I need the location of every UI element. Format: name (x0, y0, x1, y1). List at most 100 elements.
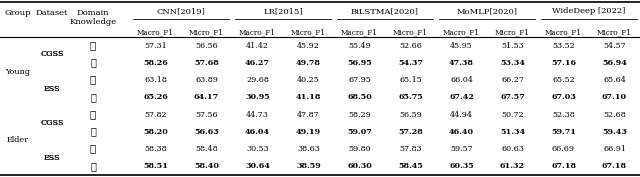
Text: 40.25: 40.25 (297, 76, 320, 84)
Text: 57.83: 57.83 (399, 145, 422, 153)
Text: 59.07: 59.07 (347, 128, 372, 136)
Text: 52.66: 52.66 (399, 42, 422, 50)
Text: ✓: ✓ (90, 162, 96, 171)
Text: Micro_F1: Micro_F1 (495, 28, 530, 36)
Text: 68.50: 68.50 (347, 93, 372, 101)
Text: 58.40: 58.40 (194, 162, 219, 170)
Text: LR[2015]: LR[2015] (263, 7, 303, 15)
Text: Macro_F1: Macro_F1 (341, 28, 378, 36)
Text: 64.17: 64.17 (194, 93, 219, 101)
Text: ✗: ✗ (90, 41, 96, 50)
Text: ✓: ✓ (90, 58, 96, 67)
Text: ✗: ✗ (90, 76, 96, 85)
Text: 63.18: 63.18 (144, 76, 167, 84)
Text: 54.57: 54.57 (603, 42, 626, 50)
Text: 65.15: 65.15 (399, 76, 422, 84)
Text: 65.52: 65.52 (552, 76, 575, 84)
Text: 44.94: 44.94 (450, 111, 473, 119)
Text: ESS: ESS (44, 85, 60, 93)
Text: ESS: ESS (44, 154, 60, 162)
Text: 60.30: 60.30 (347, 162, 372, 170)
Text: 44.73: 44.73 (246, 111, 269, 119)
Text: 67.10: 67.10 (602, 93, 627, 101)
Text: 57.56: 57.56 (195, 111, 218, 119)
Text: 53.34: 53.34 (500, 59, 525, 67)
Text: 38.59: 38.59 (296, 162, 321, 170)
Text: Micro_F1: Micro_F1 (291, 28, 326, 36)
Text: 67.18: 67.18 (602, 162, 627, 170)
Text: 57.28: 57.28 (398, 128, 423, 136)
Text: 30.64: 30.64 (245, 162, 270, 170)
Text: 67.95: 67.95 (348, 76, 371, 84)
Text: Macro_F1: Macro_F1 (443, 28, 480, 36)
Text: 58.29: 58.29 (348, 111, 371, 119)
Text: CNN[2019]: CNN[2019] (157, 7, 205, 15)
Text: ESS: ESS (44, 154, 60, 162)
Text: 63.89: 63.89 (195, 76, 218, 84)
Text: ✗: ✗ (90, 110, 96, 119)
Text: 58.51: 58.51 (143, 162, 168, 170)
Text: 58.38: 58.38 (144, 145, 167, 153)
Text: 58.20: 58.20 (143, 128, 168, 136)
Text: 58.48: 58.48 (195, 145, 218, 153)
Text: Micro_F1: Micro_F1 (393, 28, 428, 36)
Text: 56.56: 56.56 (195, 42, 218, 50)
Text: Micro_F1: Micro_F1 (597, 28, 632, 36)
Text: Macro_F1: Macro_F1 (545, 28, 582, 36)
Text: 56.63: 56.63 (194, 128, 219, 136)
Text: 46.04: 46.04 (245, 128, 270, 136)
Text: 49.19: 49.19 (296, 128, 321, 136)
Text: 50.72: 50.72 (501, 111, 524, 119)
Text: 67.57: 67.57 (500, 93, 525, 101)
Text: 66.69: 66.69 (552, 145, 575, 153)
Text: 57.31: 57.31 (144, 42, 167, 50)
Text: 46.40: 46.40 (449, 128, 474, 136)
Text: 52.68: 52.68 (603, 111, 626, 119)
Text: 59.80: 59.80 (348, 145, 371, 153)
Text: MoMLP[2020]: MoMLP[2020] (456, 7, 518, 15)
Text: 59.57: 59.57 (450, 145, 473, 153)
Text: WideDeep [2022]: WideDeep [2022] (552, 7, 626, 15)
Text: 61.32: 61.32 (500, 162, 525, 170)
Text: 51.53: 51.53 (501, 42, 524, 50)
Text: 41.42: 41.42 (246, 42, 269, 50)
Text: 66.27: 66.27 (501, 76, 524, 84)
Text: Group: Group (4, 9, 31, 17)
Text: 58.45: 58.45 (398, 162, 423, 170)
Text: CGSS: CGSS (40, 50, 64, 58)
Text: 57.16: 57.16 (551, 59, 576, 67)
Text: ✓: ✓ (90, 127, 96, 136)
Text: 67.18: 67.18 (551, 162, 576, 170)
Text: 47.87: 47.87 (297, 111, 320, 119)
Text: 51.34: 51.34 (500, 128, 525, 136)
Text: 60.63: 60.63 (501, 145, 524, 153)
Text: 65.64: 65.64 (603, 76, 626, 84)
Text: CGSS: CGSS (40, 50, 64, 58)
Text: 57.82: 57.82 (144, 111, 167, 119)
Text: CGSS: CGSS (40, 119, 64, 127)
Text: 66.91: 66.91 (603, 145, 626, 153)
Text: ✓: ✓ (90, 93, 96, 102)
Text: ESS: ESS (44, 85, 60, 93)
Text: 46.27: 46.27 (245, 59, 270, 67)
Text: 45.95: 45.95 (450, 42, 473, 50)
Text: Macro_F1: Macro_F1 (137, 28, 174, 36)
Text: 30.95: 30.95 (245, 93, 270, 101)
Text: 30.53: 30.53 (246, 145, 269, 153)
Text: 66.04: 66.04 (450, 76, 473, 84)
Text: 60.35: 60.35 (449, 162, 474, 170)
Text: 29.68: 29.68 (246, 76, 269, 84)
Text: 67.03: 67.03 (551, 93, 576, 101)
Text: 49.78: 49.78 (296, 59, 321, 67)
Text: 65.75: 65.75 (398, 93, 423, 101)
Text: 55.49: 55.49 (348, 42, 371, 50)
Text: 58.26: 58.26 (143, 59, 168, 67)
Text: Dataset: Dataset (36, 9, 68, 17)
Text: Macro_F1: Macro_F1 (239, 28, 276, 36)
Text: 65.26: 65.26 (143, 93, 168, 101)
Text: 53.52: 53.52 (552, 42, 575, 50)
Text: Elder: Elder (7, 136, 29, 144)
Text: 56.94: 56.94 (602, 59, 627, 67)
Text: ✗: ✗ (90, 145, 96, 154)
Text: 38.63: 38.63 (297, 145, 320, 153)
